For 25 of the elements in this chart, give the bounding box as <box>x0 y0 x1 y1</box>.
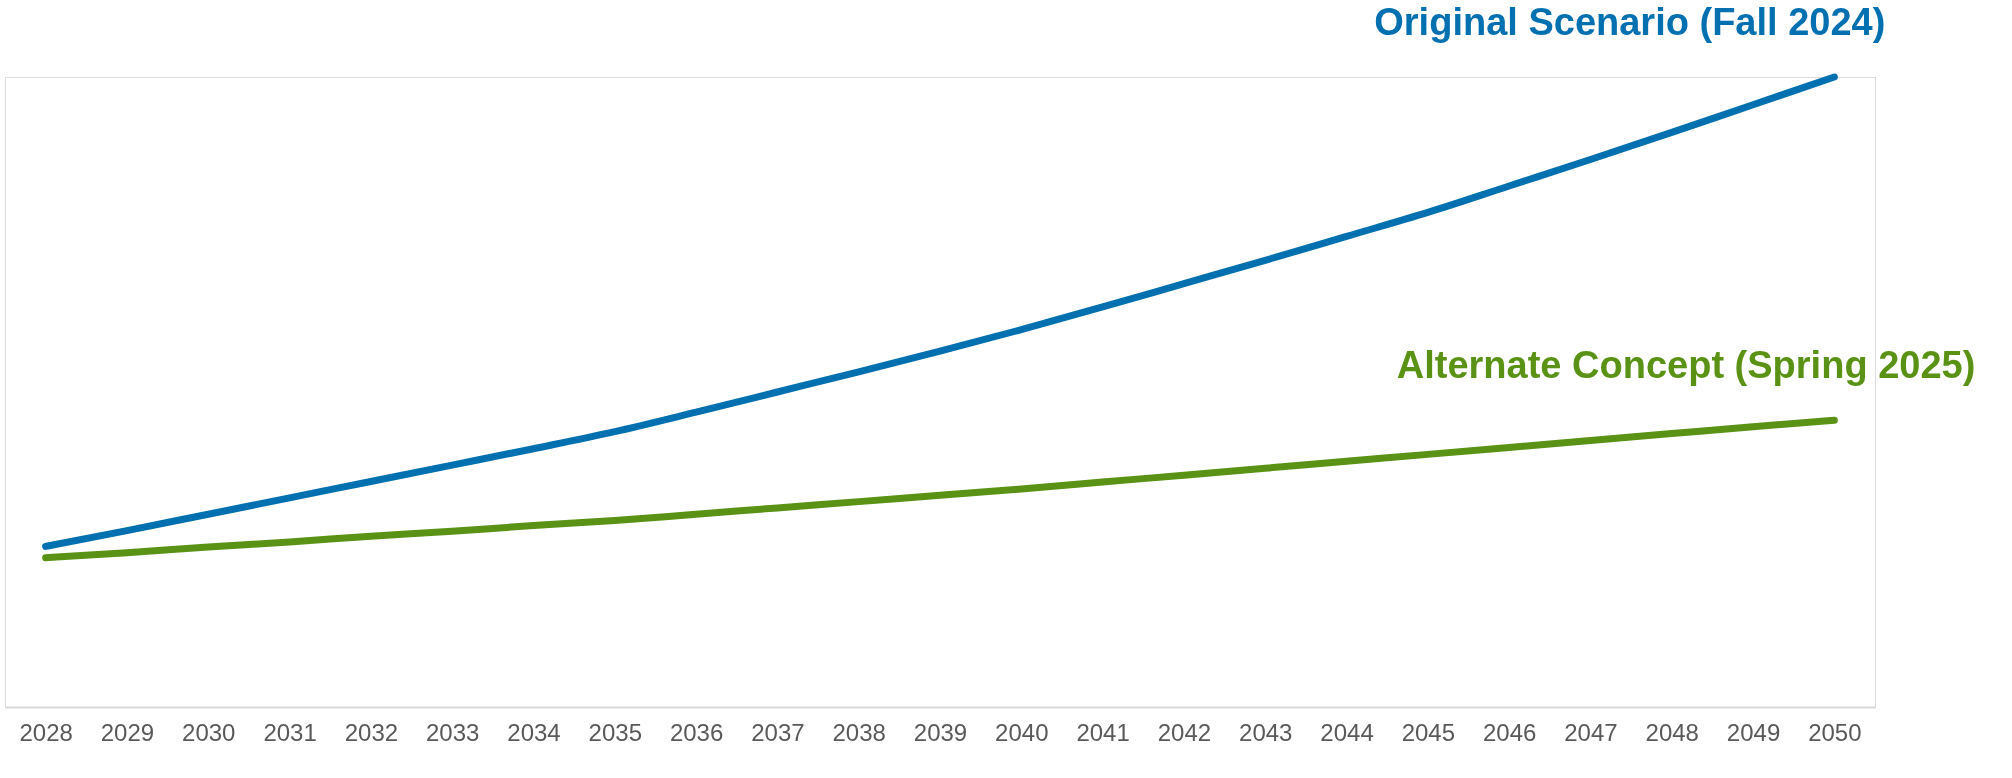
x-tick-label: 2048 <box>1645 718 1699 746</box>
x-tick-label: 2049 <box>1726 718 1781 746</box>
x-tick-label: 2032 <box>344 718 399 746</box>
x-tick-label: 2044 <box>1320 718 1374 746</box>
x-tick-label: 2028 <box>19 718 73 746</box>
x-tick-label: 2031 <box>263 718 317 746</box>
x-tick-label: 2042 <box>1157 718 1212 746</box>
x-tick-label: 2043 <box>1239 718 1293 746</box>
x-tick-label: 2041 <box>1076 718 1130 746</box>
x-tick-label: 2030 <box>182 718 236 746</box>
x-tick-label: 2036 <box>669 718 724 746</box>
x-tick-label: 2047 <box>1564 718 1618 746</box>
x-tick-label: 2046 <box>1482 718 1537 746</box>
x-tick-label: 2050 <box>1808 718 1862 746</box>
x-tick-label: 2029 <box>100 718 155 746</box>
x-tick-label: 2035 <box>588 718 642 746</box>
x-tick-label: 2034 <box>507 718 561 746</box>
series-label: Original Scenario (Fall 2024) <box>1374 1 1886 43</box>
x-tick-label: 2038 <box>832 718 886 746</box>
x-tick-label: 2033 <box>425 718 480 746</box>
x-tick-label: 2040 <box>995 718 1049 746</box>
x-tick-label: 2037 <box>751 718 805 746</box>
x-tick-label: 2039 <box>913 718 968 746</box>
series-label: Alternate Concept (Spring 2025) <box>1396 344 1976 387</box>
x-tick-label: 2045 <box>1401 718 1456 746</box>
